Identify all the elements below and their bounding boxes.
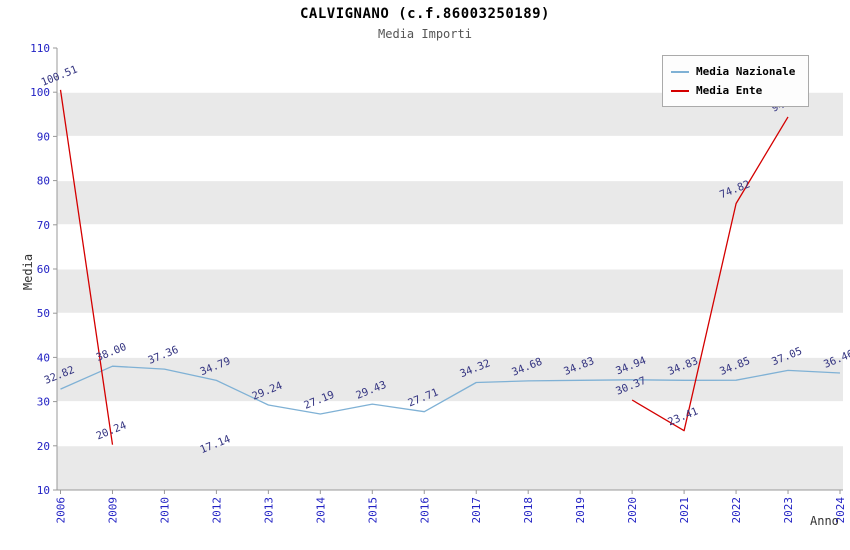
x-tick-label: 2014 <box>314 497 327 524</box>
y-tick-label: 70 <box>37 219 50 232</box>
y-tick-label: 30 <box>37 396 50 409</box>
legend-label-nazionale: Media Nazionale <box>696 65 796 78</box>
chart-subtitle: Media Importi <box>378 27 472 41</box>
plot-band <box>57 180 843 225</box>
chart-title: CALVIGNANO (c.f.86003250189) <box>299 6 550 22</box>
y-tick-label: 80 <box>37 175 50 188</box>
x-tick-label: 2015 <box>366 497 379 524</box>
x-tick-label: 2010 <box>158 497 171 524</box>
x-tick-label: 2006 <box>55 497 68 524</box>
legend-label-ente: Media Ente <box>696 84 763 97</box>
legend-line-swatch-nazionale-icon <box>671 70 689 73</box>
plot-band <box>57 401 843 446</box>
y-tick-label: 40 <box>37 351 50 364</box>
x-tick-label: 2018 <box>522 497 535 524</box>
y-tick-label: 110 <box>30 42 50 55</box>
x-tick-label: 2024 <box>834 497 847 524</box>
y-tick-label: 100 <box>30 86 50 99</box>
y-tick-label: 50 <box>37 307 50 320</box>
x-axis-title: Anno <box>810 514 839 528</box>
x-tick-label: 2020 <box>626 497 639 524</box>
x-tick-label: 2009 <box>106 497 119 524</box>
plot-band <box>57 136 843 181</box>
series-line-media-nazionale <box>60 365 841 415</box>
legend-box: Media Nazionale Media Ente <box>662 55 809 107</box>
x-tick-label: 2013 <box>262 497 275 524</box>
x-tick-label: 2022 <box>730 497 743 524</box>
y-tick-label: 10 <box>37 484 50 497</box>
series-line-media-ente <box>59 89 789 445</box>
plot-band <box>57 224 843 269</box>
x-tick-label: 2017 <box>470 497 483 524</box>
plot-band <box>57 313 843 358</box>
y-axis-title: Media <box>21 253 35 291</box>
plot-band <box>57 269 843 314</box>
y-tick-label: 90 <box>37 130 50 143</box>
y-tick-label: 20 <box>37 440 50 453</box>
x-tick-label: 2012 <box>210 497 223 524</box>
x-tick-label: 2021 <box>678 497 691 524</box>
plot-band <box>57 445 843 490</box>
x-tick-label: 2016 <box>418 497 431 524</box>
legend-item-nazionale: Media Nazionale <box>671 62 800 81</box>
plot-band <box>57 357 843 402</box>
x-tick-label: 2023 <box>782 497 795 524</box>
y-tick-label: 60 <box>37 263 50 276</box>
x-tick-label: 2019 <box>574 497 587 524</box>
legend-line-swatch-ente-icon <box>671 89 689 92</box>
legend-item-ente: Media Ente <box>671 81 800 100</box>
